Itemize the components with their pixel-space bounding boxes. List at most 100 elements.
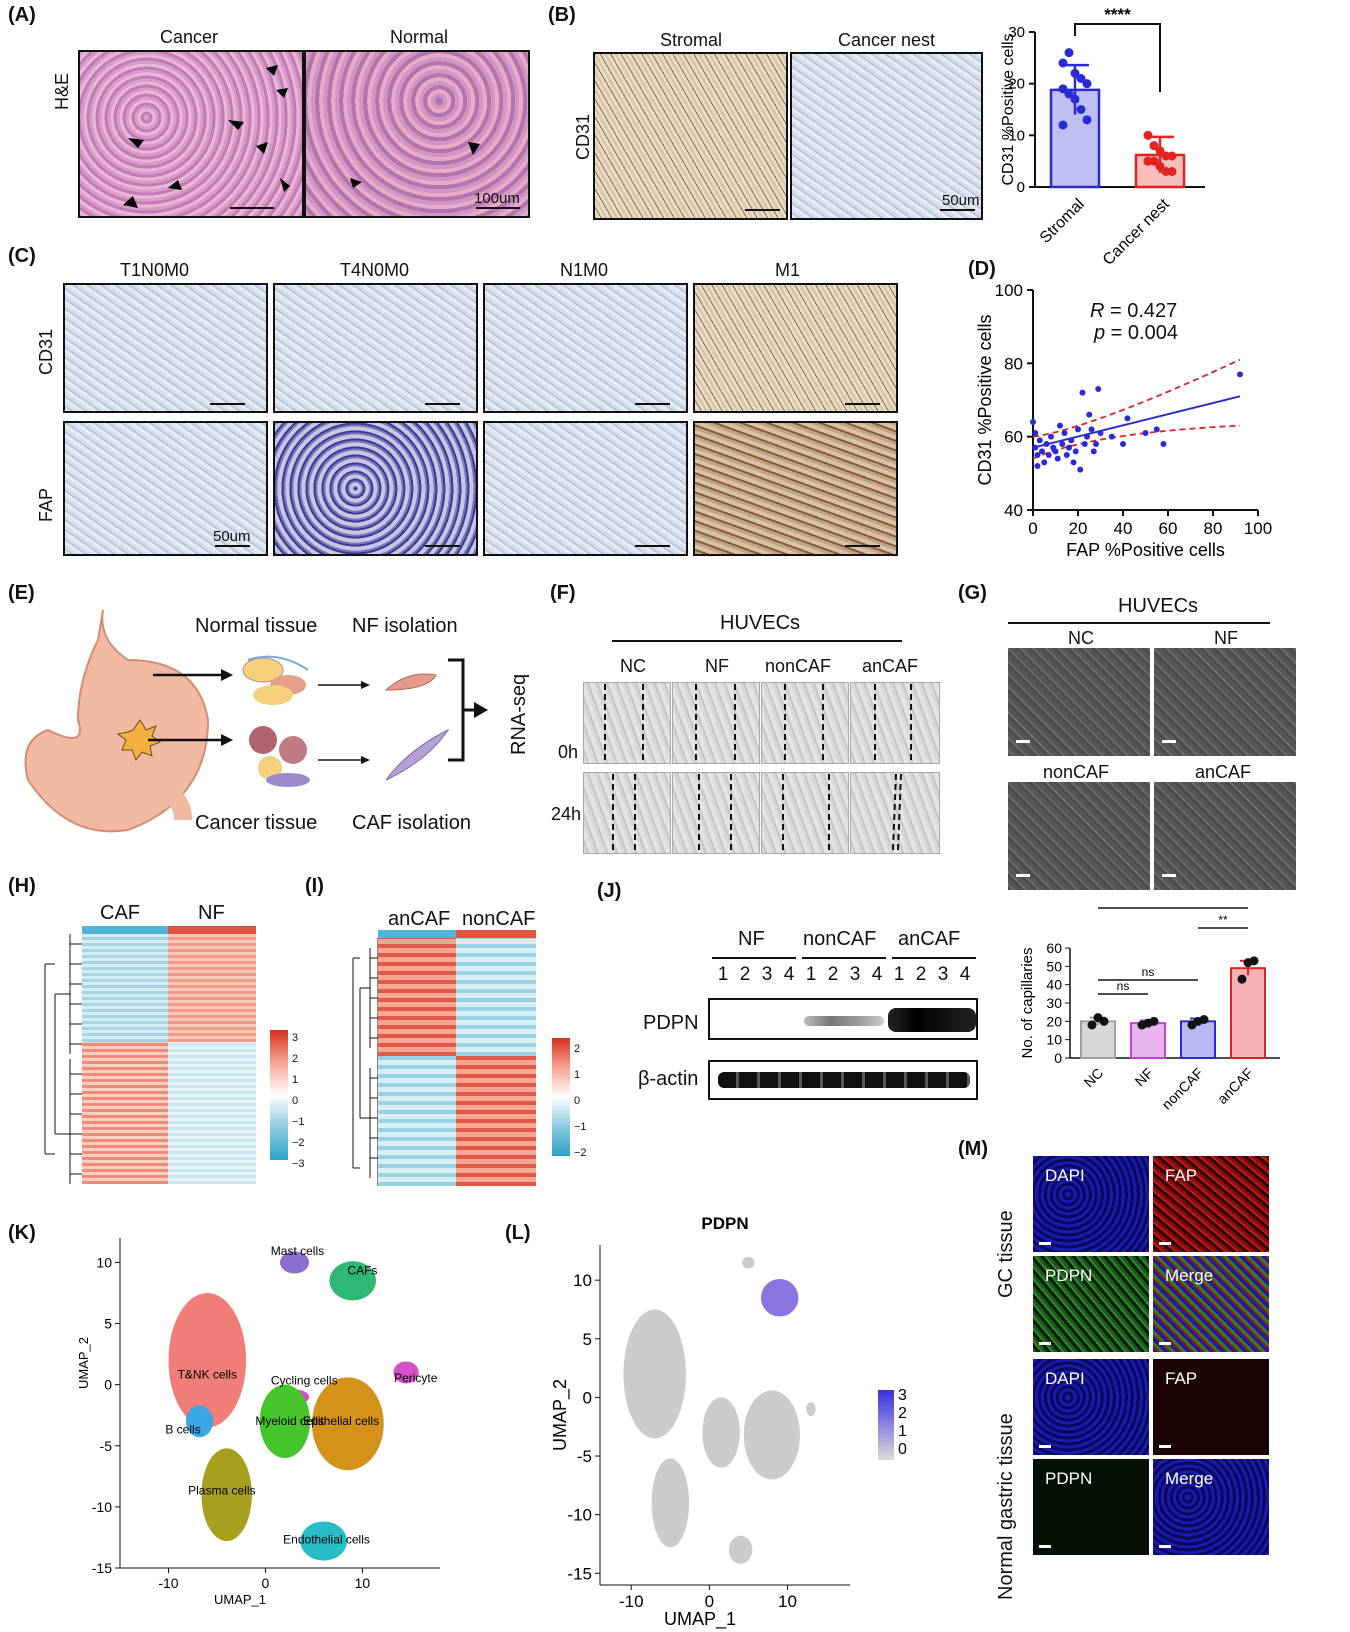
x-tick-label: 0 bbox=[1028, 519, 1037, 538]
he-normal-image: 100um bbox=[304, 50, 530, 218]
y-tick-label: -15 bbox=[567, 1564, 592, 1583]
g-noncaf-image bbox=[1008, 782, 1150, 890]
data-point bbox=[1070, 68, 1080, 78]
data-point bbox=[1032, 430, 1039, 436]
d-p-annotation: p = 0.004 bbox=[1094, 322, 1178, 344]
data-point bbox=[1063, 452, 1070, 458]
panel-label-e: (E) bbox=[8, 582, 35, 604]
e-normal-tissue: Normal tissue bbox=[195, 615, 318, 637]
f-nf-24h bbox=[672, 772, 760, 854]
umap-cluster-grey bbox=[806, 1402, 816, 1417]
data-point bbox=[1124, 415, 1131, 422]
panel-label-l: (L) bbox=[505, 1222, 531, 1244]
y-axis-label: CD31 %Positive cells bbox=[1000, 33, 1017, 185]
h-caf-bar bbox=[82, 926, 168, 934]
panel-label-d: (D) bbox=[968, 258, 996, 280]
x-axis-label: UMAP_1 bbox=[214, 1592, 266, 1607]
c-col-1: T1N0M0 bbox=[120, 260, 190, 280]
data-point bbox=[1064, 48, 1074, 58]
x-tick-label: 40 bbox=[1114, 519, 1133, 538]
m-gc-fap: FAP bbox=[1152, 1155, 1270, 1253]
y-tick-label: 0 bbox=[1017, 179, 1025, 196]
cluster-label: Pericyte bbox=[394, 1371, 438, 1385]
data-point bbox=[1093, 441, 1099, 447]
legend-colorbar bbox=[878, 1390, 894, 1460]
f-nc-0h bbox=[583, 682, 671, 764]
e-nf-isolation: NF isolation bbox=[352, 615, 458, 637]
cluster-label: CAFs bbox=[347, 1264, 377, 1278]
cluster-label: Endothelial cells bbox=[283, 1533, 370, 1547]
comparison-label: ns bbox=[1142, 965, 1155, 979]
data-point bbox=[1199, 1015, 1209, 1024]
y-tick-label: 30 bbox=[1046, 995, 1062, 1011]
umap-cluster-grey bbox=[728, 1535, 753, 1564]
f-noncaf-24h bbox=[761, 772, 849, 854]
m-normal-fap: FAP bbox=[1152, 1358, 1270, 1456]
m-gc-merge: Merge bbox=[1152, 1255, 1270, 1353]
bar-noncaf bbox=[1180, 1020, 1216, 1060]
m-row-gc: GC tissue bbox=[995, 1210, 1017, 1298]
y-tick-label: 50 bbox=[1046, 958, 1062, 974]
bar-nf bbox=[1130, 1022, 1166, 1059]
x-tick-label: 0 bbox=[262, 1575, 270, 1591]
panel-label-a: (A) bbox=[8, 4, 36, 26]
c-row-fap: FAP bbox=[36, 487, 56, 522]
data-point bbox=[1167, 151, 1177, 161]
data-point bbox=[1237, 974, 1247, 984]
y-tick-label: 10 bbox=[1008, 127, 1025, 144]
chart-title: PDPN bbox=[701, 1214, 748, 1233]
x-tick-label: nonCAF bbox=[1158, 1065, 1206, 1113]
cluster-label: Mast cells bbox=[271, 1244, 324, 1258]
c-cd31-m1-image bbox=[693, 283, 898, 413]
y-tick-label: 60 bbox=[1046, 940, 1062, 956]
scale-bar bbox=[940, 209, 975, 211]
y-axis-label: CD31 %Positive cells bbox=[975, 314, 995, 485]
panel-label-j: (J) bbox=[597, 880, 622, 902]
data-point bbox=[1084, 433, 1090, 440]
y-tick-label: 80 bbox=[1004, 354, 1023, 373]
g-label-nf: NF bbox=[1214, 628, 1238, 648]
data-point bbox=[1070, 459, 1077, 466]
cluster-label: Myeloid cells bbox=[255, 1414, 324, 1428]
m-normal-dapi: DAPI bbox=[1032, 1358, 1150, 1456]
i-group-ancaf: anCAF bbox=[388, 908, 451, 930]
data-point bbox=[1149, 1016, 1159, 1026]
x-tick-label: 10 bbox=[355, 1575, 371, 1591]
panel-label-i: (I) bbox=[305, 875, 324, 897]
panel-label-m: (M) bbox=[958, 1138, 988, 1160]
y-axis-label: UMAP_2 bbox=[76, 1337, 91, 1389]
comparison-label: ** bbox=[1218, 913, 1228, 927]
f-col-ancaf: anCAF bbox=[862, 656, 919, 676]
data-point bbox=[1081, 441, 1088, 447]
nf-cell-icon bbox=[384, 673, 437, 691]
cd31-cancer-nest-image: 50um bbox=[790, 52, 983, 220]
x-tick-label: -10 bbox=[619, 1592, 644, 1611]
data-point bbox=[1058, 58, 1068, 68]
data-point bbox=[1041, 459, 1048, 466]
legend-tick-label: 0 bbox=[898, 1441, 907, 1458]
data-point bbox=[1077, 466, 1084, 473]
x-tick-label: 80 bbox=[1204, 519, 1223, 538]
e-schematic bbox=[24, 609, 488, 833]
a-row-he: H&E bbox=[52, 72, 72, 110]
legend-tick-label: 3 bbox=[898, 1387, 907, 1404]
legend-tick-label: 2 bbox=[898, 1405, 907, 1422]
i-heatmap bbox=[378, 938, 536, 1186]
bar-nc bbox=[1080, 1020, 1116, 1060]
panel-label-f: (F) bbox=[550, 582, 576, 604]
e-cancer-tissue: Cancer tissue bbox=[195, 812, 318, 834]
y-tick-label: -15 bbox=[92, 1560, 112, 1576]
cluster-label: Cycling cells bbox=[271, 1374, 338, 1388]
x-tick-label: 0 bbox=[705, 1592, 714, 1611]
g-nf-image bbox=[1154, 648, 1296, 756]
data-point bbox=[1034, 463, 1041, 469]
cluster-endothelial-cells bbox=[300, 1521, 347, 1561]
b-col-stromal: Stromal bbox=[660, 30, 723, 50]
data-point bbox=[1054, 455, 1061, 462]
y-tick-label: 0 bbox=[583, 1388, 592, 1407]
f-title-rule bbox=[612, 640, 902, 642]
f-row-24h: 24h bbox=[551, 804, 582, 824]
data-point bbox=[1149, 141, 1159, 151]
h-group-caf: CAF bbox=[100, 902, 140, 924]
data-point bbox=[1075, 426, 1081, 433]
